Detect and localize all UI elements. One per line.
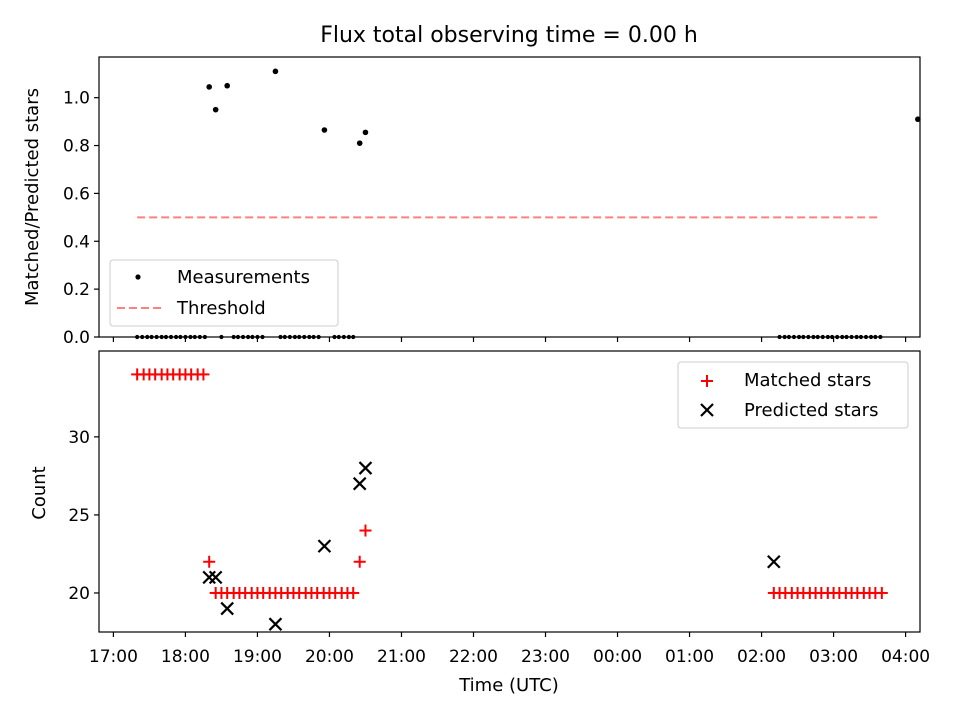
top-y-axis-label: Matched/Predicted stars	[22, 88, 43, 306]
legend-threshold-label: Threshold	[176, 298, 266, 319]
x-tick-label: 04:00	[881, 647, 930, 667]
x-tick-label: 02:00	[737, 647, 786, 667]
bottom-plot-marks	[131, 368, 888, 631]
x-tick-label: 01:00	[665, 647, 714, 667]
bottom-legend: Matched stars Predicted stars	[677, 361, 909, 429]
top-panel: Flux total observing time = 0.00 h Match…	[22, 23, 921, 348]
y-tick-label: 0.0	[63, 328, 90, 348]
x-tick-label: 22:00	[449, 647, 498, 667]
x-tick-label: 21:00	[377, 647, 426, 667]
y-tick-label: 0.2	[63, 280, 90, 300]
y-tick-label: 0.6	[63, 184, 90, 204]
matched-star-point	[197, 368, 210, 381]
x-tick-label: 20:00	[305, 647, 354, 667]
bottom-x-ticks: 17:00 18:00 19:00 20:00 21:00 22:00 23:00 00:00…	[89, 632, 930, 667]
predicted-star-point	[208, 570, 223, 585]
x-axis-label: Time (UTC)	[458, 675, 559, 696]
predicted-star-point	[767, 554, 781, 569]
measurement-point	[356, 140, 363, 146]
measurement-point	[272, 68, 279, 75]
x-tick-label: 23:00	[521, 647, 570, 667]
top-axes-frame	[98, 56, 921, 338]
y-tick-label: 0.8	[63, 137, 90, 157]
x-tick-label: 17:00	[89, 647, 138, 667]
measurement-point	[362, 129, 369, 136]
top-x-ticks	[112, 337, 907, 342]
predicted-star-point	[202, 570, 216, 585]
predicted-star-point	[220, 601, 234, 616]
bottom-axes-frame	[98, 350, 921, 633]
legend-predicted-marker	[700, 403, 714, 417]
top-y-ticks: 0.0 0.2 0.4 0.6 0.8 1.0	[63, 89, 99, 348]
legend-predicted-label: Predicted stars	[744, 400, 878, 421]
measurement-point	[915, 116, 921, 123]
legend-matched-marker	[701, 375, 713, 387]
matched-star-point	[359, 524, 372, 537]
top-legend: Measurements Threshold	[109, 259, 339, 327]
top-chart-title: Flux total observing time = 0.00 h	[320, 23, 698, 48]
x-tick-label: 19:00	[233, 647, 282, 667]
bottom-y-ticks: 20 25 30	[68, 428, 99, 604]
matched-star-point	[347, 586, 360, 599]
y-tick-label: 30	[68, 428, 90, 448]
x-tick-label: 03:00	[809, 647, 858, 667]
predicted-star-point	[268, 617, 283, 631]
measurement-point	[224, 82, 230, 89]
x-tick-label: 00:00	[593, 647, 642, 667]
bottom-panel: Count Time (UTC) 20 25 30 17:00 18:00 19:00 2…	[29, 350, 930, 696]
predicted-star-point	[352, 476, 367, 491]
measurement-point	[321, 127, 328, 133]
matched-star-point	[875, 586, 888, 599]
matched-star-point	[353, 555, 366, 568]
x-tick-label: 18:00	[161, 647, 210, 667]
measurement-point	[206, 84, 212, 90]
y-tick-label: 25	[68, 506, 90, 526]
top-legend-box	[109, 259, 339, 327]
predicted-star-point	[317, 539, 332, 553]
y-tick-label: 1.0	[63, 89, 90, 109]
predicted-star-point	[358, 461, 373, 475]
legend-measurements-label: Measurements	[177, 267, 310, 288]
legend-measurements-marker	[135, 274, 141, 280]
y-tick-label: 0.4	[63, 232, 90, 252]
measurement-point	[212, 106, 219, 113]
y-tick-label: 20	[68, 584, 90, 604]
matched-star-point	[203, 555, 216, 568]
bottom-y-axis-label: Count	[29, 466, 50, 519]
bottom-legend-box	[677, 361, 909, 429]
legend-matched-label: Matched stars	[744, 370, 871, 391]
